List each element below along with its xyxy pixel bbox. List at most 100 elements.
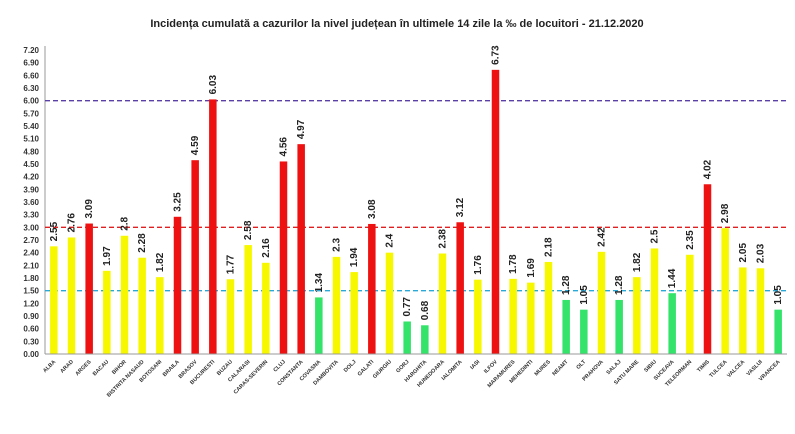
data-label: 2.42 — [597, 227, 608, 247]
y-tick-label: 4.50 — [23, 160, 39, 169]
bar — [456, 222, 464, 354]
y-tick-label: 0.30 — [23, 337, 39, 346]
y-tick-label: 1.80 — [23, 274, 39, 283]
data-label: 1.28 — [561, 275, 572, 295]
bar — [597, 251, 606, 354]
y-tick-label: 4.20 — [23, 173, 39, 182]
data-label: 2.35 — [685, 230, 696, 250]
data-label: 4.97 — [296, 119, 307, 139]
bar — [562, 299, 570, 354]
y-tick-label: 2.40 — [23, 249, 39, 258]
y-tick-label: 3.30 — [23, 211, 39, 220]
bar — [209, 99, 217, 355]
data-label: 0.77 — [402, 297, 413, 317]
bar — [544, 261, 553, 354]
bar — [580, 309, 588, 354]
bar — [315, 297, 323, 354]
data-label: 3.08 — [367, 199, 378, 219]
bar — [527, 282, 535, 354]
y-tick-label: 5.70 — [23, 109, 39, 118]
data-label: 2.3 — [332, 238, 343, 252]
data-label: 0.68 — [420, 300, 431, 320]
data-label: 2.18 — [544, 237, 555, 257]
data-label: 1.28 — [614, 275, 625, 295]
bar — [721, 228, 729, 354]
bar — [774, 309, 782, 354]
data-label: 6.73 — [491, 45, 502, 65]
y-tick-label: 4.80 — [23, 147, 39, 156]
bar — [85, 223, 93, 354]
bar — [739, 267, 747, 354]
data-label: 4.56 — [279, 137, 290, 157]
data-label: 1.82 — [632, 252, 643, 272]
data-label: 2.03 — [756, 243, 767, 263]
y-axis: 0.00 0.30 0.60 0.90 1.20 1.50 1.80 2.10 2.40 2.70… — [23, 46, 46, 359]
bar — [368, 223, 376, 354]
bar — [509, 278, 517, 354]
data-label: 1.05 — [579, 285, 590, 305]
bar — [262, 262, 270, 354]
bar — [120, 235, 129, 354]
y-tick-label: 6.60 — [23, 71, 39, 80]
bar — [156, 277, 164, 354]
data-label: 1.94 — [349, 247, 360, 267]
data-label: 2.28 — [137, 233, 148, 253]
bar — [403, 321, 411, 354]
bar — [103, 270, 111, 354]
bars — [50, 69, 782, 355]
data-label: 2.8 — [120, 216, 131, 230]
chart-title: Incidența cumulată a cazurilor la nivel … — [150, 18, 643, 30]
data-label: 1.34 — [314, 273, 325, 293]
y-tick-label: 0.90 — [23, 312, 39, 321]
data-label: 2.76 — [67, 213, 78, 233]
y-tick-label: 6.00 — [23, 97, 39, 106]
y-tick-label: 3.00 — [23, 223, 39, 232]
bar — [385, 252, 394, 354]
data-labels: 2.55 2.76 3.09 1.97 2.8 2.28 1.82 3.25 4.59 6.03 1… — [49, 45, 784, 320]
data-label: 1.78 — [508, 254, 519, 274]
data-label: 2.4 — [385, 233, 396, 247]
data-label: 1.69 — [526, 258, 537, 278]
bar — [756, 268, 765, 354]
bar — [297, 144, 305, 354]
bar — [67, 237, 76, 354]
bar — [650, 248, 659, 354]
y-tick-label: 0.00 — [23, 350, 39, 359]
bar — [191, 160, 199, 354]
y-tick-label: 1.50 — [23, 287, 39, 296]
data-label: 1.82 — [155, 252, 166, 272]
y-tick-label: 7.20 — [23, 46, 39, 55]
data-label: 2.98 — [720, 203, 731, 223]
data-label: 2.58 — [243, 220, 254, 240]
bar — [226, 279, 235, 354]
bar — [279, 161, 288, 354]
y-tick-label: 3.90 — [23, 185, 39, 194]
threshold-lines — [45, 99, 787, 292]
y-tick-label: 2.10 — [23, 261, 39, 270]
data-label: 6.03 — [208, 74, 219, 94]
bar — [438, 253, 447, 354]
bar — [421, 325, 429, 354]
data-label: 3.25 — [173, 192, 184, 212]
bar — [138, 257, 146, 354]
y-tick-label: 6.30 — [23, 84, 39, 93]
data-label: 1.77 — [226, 254, 237, 274]
bar — [350, 272, 358, 354]
y-tick-label: 0.60 — [23, 325, 39, 334]
data-label: 1.97 — [102, 246, 113, 266]
data-label: 3.09 — [84, 199, 95, 219]
bar — [668, 293, 676, 354]
data-label: 2.38 — [438, 229, 449, 249]
data-label: 2.05 — [738, 243, 749, 263]
data-label: 4.59 — [190, 135, 201, 155]
bar — [332, 256, 341, 354]
bar — [703, 184, 712, 354]
data-label: 1.76 — [473, 255, 484, 275]
bar — [491, 69, 500, 354]
y-tick-label: 1.20 — [23, 299, 39, 308]
bar — [244, 245, 252, 354]
bar — [173, 216, 182, 354]
